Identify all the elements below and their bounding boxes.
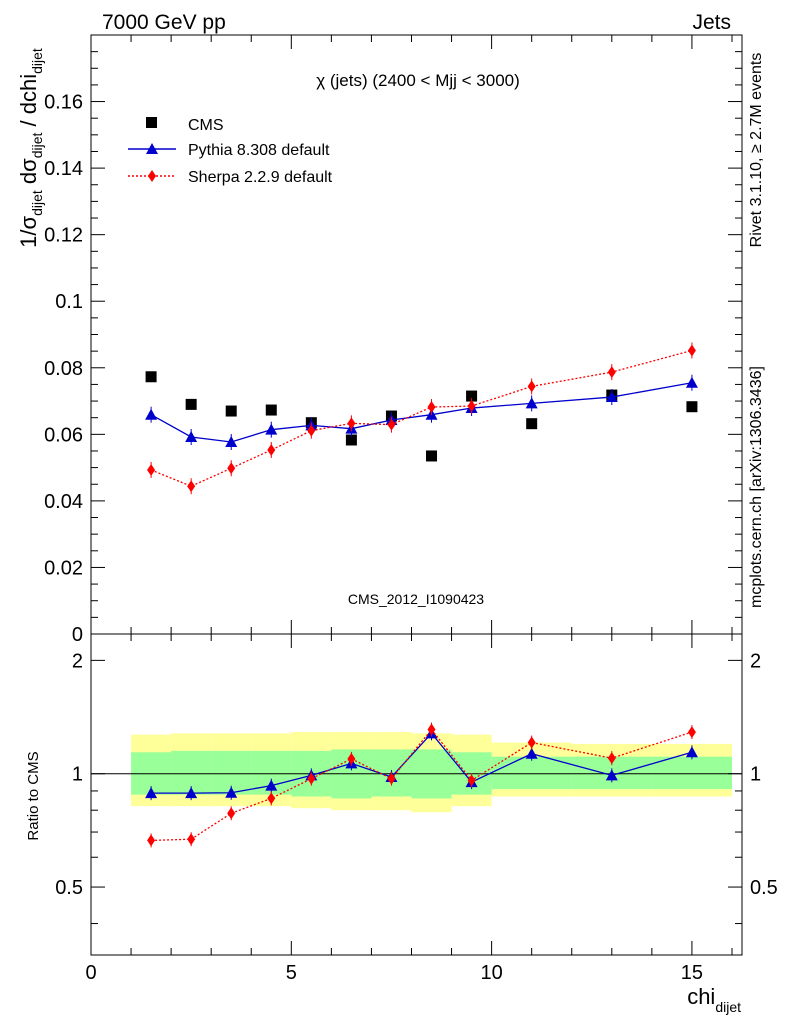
legend-pythia-marker (146, 143, 158, 154)
pythia-point (265, 423, 278, 435)
sherpa-ratio-point (607, 752, 616, 765)
main-plot-title: χ (jets) (2400 < Mjj < 3000) (316, 71, 520, 90)
x-tick-label: 10 (480, 962, 502, 984)
sherpa-ratio-point (187, 833, 196, 846)
main-y-tick-label: 0.1 (55, 291, 83, 313)
x-tick-label: 15 (681, 962, 703, 984)
pythia-point (185, 430, 198, 442)
x-tick-label: 0 (85, 962, 96, 984)
sherpa-point (607, 366, 616, 379)
cms-point (185, 398, 197, 410)
sherpa-ratio-point (387, 772, 396, 785)
cms-point (466, 390, 478, 402)
ratio-band-inner (491, 756, 572, 790)
mcplots-label: mcplots.cern.ch [arXiv:1306.3436] (748, 366, 765, 608)
main-y-tick-label: 0.02 (44, 557, 83, 579)
sherpa-ratio-point (147, 834, 156, 847)
legend-cms-label: CMS (188, 117, 224, 134)
pythia-ratio-point (605, 769, 618, 781)
ratio-band-inner (651, 756, 732, 790)
ratio-axis-ticks: 0.5 0.5 1 1 2 2 0 5 10 15 (55, 634, 778, 984)
pythia-ratio-point (525, 747, 538, 759)
legend-sherpa-label: Sherpa 2.2.9 default (188, 169, 333, 186)
sherpa-point (687, 344, 696, 357)
legend: CMS Pythia 8.308 default Sherpa 2.2.9 de… (128, 117, 333, 186)
legend-pythia-label: Pythia 8.308 default (188, 142, 330, 159)
pythia-ratio-point (225, 786, 238, 798)
main-y-tick-label: 0.04 (44, 491, 83, 513)
main-y-axis-label: 1/σdijet dσdijet / dchidijet (16, 48, 45, 248)
sherpa-ratio-point (347, 752, 356, 765)
rivet-version-label: Rivet 3.1.10, ≥ 2.7M events (748, 53, 765, 248)
sherpa-point (267, 443, 276, 456)
sherpa-point (427, 401, 436, 414)
sherpa-point (187, 480, 196, 493)
sherpa-point (227, 462, 236, 475)
sherpa-ratio-point (527, 736, 536, 749)
pythia-ratio-point (185, 787, 198, 799)
ratio-plot-marks (91, 722, 742, 848)
sherpa-ratio-point (227, 807, 236, 820)
legend-sherpa-marker (148, 170, 156, 182)
cms-point (345, 434, 357, 446)
cms-point (426, 450, 438, 462)
ratio-panel: 0.5 0.5 1 1 2 2 0 5 10 15 Ratio to CMS chidijet (25, 633, 778, 1015)
ratio-y-axis-label: Ratio to CMS (25, 751, 42, 840)
analysis-watermark: CMS_2012_I1090423 (348, 591, 484, 607)
cms-point (686, 401, 698, 413)
header-left-label: 7000 GeV pp (102, 11, 226, 34)
main-y-tick-label: 0 (72, 624, 83, 646)
ratio-y-tick-label-left: 2 (72, 650, 83, 672)
pythia-ratio-point (265, 779, 278, 791)
x-axis-label-text: chidijet (687, 984, 741, 1015)
sherpa-ratio-point (427, 723, 436, 736)
header-right-label: Jets (692, 11, 731, 34)
ratio-y-tick-label-right: 1 (750, 764, 761, 786)
sherpa-ratio-point (267, 792, 276, 805)
sherpa-point (307, 424, 316, 437)
sherpa-point (147, 463, 156, 476)
ratio-y-tick-label-right: 2 (750, 650, 761, 672)
main-y-tick-label: 0.08 (44, 358, 83, 380)
sherpa-point (467, 400, 476, 413)
ratio-y-tick-label-left: 0.5 (55, 877, 83, 899)
x-axis-label: chidijet (687, 984, 741, 1015)
ratio-y-tick-label-right: 0.5 (750, 877, 778, 899)
sherpa-ratio-line (151, 728, 693, 842)
pythia-point (145, 408, 158, 420)
pythia-point (605, 391, 618, 403)
sherpa-ratio-point (307, 772, 316, 785)
sherpa-point (347, 417, 356, 430)
main-y-axis-label-text: 1/σdijet dσdijet / dchidijet (16, 48, 45, 248)
pythia-ratio-point (685, 746, 698, 758)
sherpa-point (527, 380, 536, 393)
pythia-point (225, 435, 238, 447)
main-y-tick-label: 0.06 (44, 424, 83, 446)
main-axis-ticks: 0 0.02 0.04 0.06 0.08 0.1 0.12 0.14 0.16 (44, 34, 742, 646)
ratio-y-tick-label-left: 1 (72, 764, 83, 786)
pythia-ratio-line (151, 732, 693, 794)
cms-point (145, 371, 157, 383)
sherpa-point (387, 418, 396, 431)
legend-cms-marker (146, 117, 157, 128)
main-panel: 0 0.02 0.04 0.06 0.08 0.1 0.12 0.14 0.16 χ (jets… (16, 34, 743, 646)
cms-point (265, 404, 277, 416)
main-y-tick-label: 0.14 (44, 158, 83, 180)
sherpa-ratio-point (687, 726, 696, 739)
cms-point (526, 418, 538, 430)
pythia-point (525, 397, 538, 409)
main-plot-marks (145, 342, 698, 495)
pythia-point (685, 376, 698, 388)
pythia-ratio-point (145, 787, 158, 799)
cms-point (225, 405, 237, 417)
sherpa-ratio-point (467, 774, 476, 787)
x-tick-label: 5 (286, 962, 297, 984)
ratio-frame (90, 633, 743, 956)
main-y-tick-label: 0.12 (44, 225, 83, 247)
sherpa-series-line (150, 349, 693, 487)
main-y-tick-label: 0.16 (44, 92, 83, 114)
